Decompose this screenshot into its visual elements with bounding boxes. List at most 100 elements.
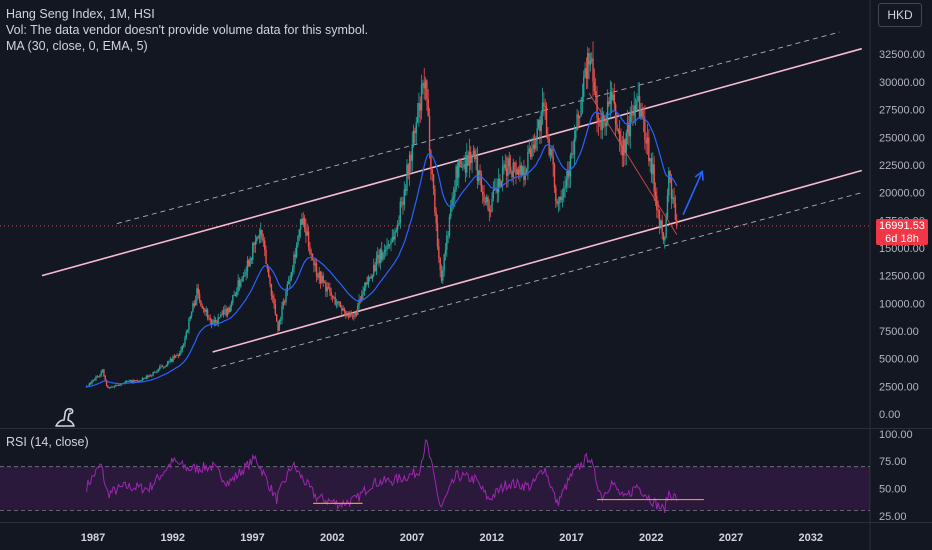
candle-body [604,118,606,127]
candle-body [216,321,218,324]
candle-body [540,112,542,132]
candle-body [593,81,596,92]
rsi-line [86,438,678,514]
candle-body [128,380,130,382]
candle-body [676,219,678,226]
candle-body [338,301,340,303]
candle-body [105,379,108,386]
candle-body [482,191,484,195]
candle-body [293,254,295,269]
candle-body [334,297,336,305]
candle-body [214,320,217,322]
candle-body [224,309,226,311]
candle-body [468,151,471,166]
candle-body [228,308,230,313]
candle-body [589,60,592,65]
candle-body [113,386,116,388]
candle-body [509,166,512,172]
candle-body [504,164,507,169]
candle-body [232,295,234,303]
candle-body [596,97,598,118]
candle-body [484,201,487,203]
candle-body [428,116,431,151]
candle-body [335,303,338,305]
candle-body [375,257,378,272]
candle-body [149,375,152,377]
candle-body [166,361,169,366]
candle-body [351,315,354,316]
candle-body [539,119,541,132]
candle-body [529,148,532,158]
candle-body [591,58,593,61]
candle-body [190,311,193,317]
currency-button[interactable]: HKD [878,3,922,27]
channel-lines [41,31,863,370]
candle-body [648,137,650,162]
candle-body [531,148,533,158]
up-arrow-head [694,170,704,181]
candle-body [155,371,157,373]
candle-body [632,114,634,116]
candle-body [322,275,324,283]
candle-body [625,132,627,153]
candle-body [182,344,185,346]
candle-body [513,162,516,164]
candle-body [274,304,277,315]
candle-body [200,300,202,307]
candle-body [492,189,495,199]
candle-body [444,249,447,255]
candle-body [419,103,421,111]
candle-body [552,156,554,165]
candle-body [236,291,238,297]
candle-body [273,297,275,305]
candle-body [612,94,614,100]
candle-body [587,53,589,79]
candle-body [543,102,545,107]
candle-body [103,369,105,376]
candle-body [464,163,467,173]
candle-body [311,254,314,260]
price-tick-label: 25000.00 [879,132,925,144]
candle-body [133,380,136,382]
candle-body [547,134,549,139]
candle-body [439,257,441,271]
candle-body [673,197,675,204]
candle-body [551,149,553,157]
candle-body [163,366,165,368]
candle-body [249,258,251,266]
candle-body [124,381,126,384]
candle-body [180,349,182,353]
price-tick-label: 2500.00 [879,381,919,393]
candle-body [394,231,396,240]
candle-body [383,250,386,253]
price-tick-label: 27500.00 [879,105,925,117]
candle-body [202,308,205,310]
candle-body [254,240,257,245]
candle-body [641,110,643,117]
candle-body [261,229,263,240]
candle-body [564,186,566,189]
candle-body [186,329,189,333]
candle-body [282,301,285,307]
candle-body [658,210,661,227]
candle-body [362,291,364,296]
candle-body [363,287,366,292]
tradingview-logo-icon[interactable] [52,404,78,430]
candle-body [395,229,398,232]
candle-body [152,371,154,376]
last-price-value: 16991.53 [879,220,925,232]
candle-body [523,166,525,180]
channel-line-solid [212,169,863,353]
candle-body [408,154,411,175]
candlestick-series [85,41,678,389]
candle-body [359,299,362,301]
candle-body [541,102,544,113]
candle-body [206,309,209,318]
candle-body [347,315,350,318]
candle-body [455,166,457,190]
candle-body [580,101,582,117]
candle-body [459,158,461,167]
candle-body [279,319,282,321]
candle-body [652,164,654,175]
